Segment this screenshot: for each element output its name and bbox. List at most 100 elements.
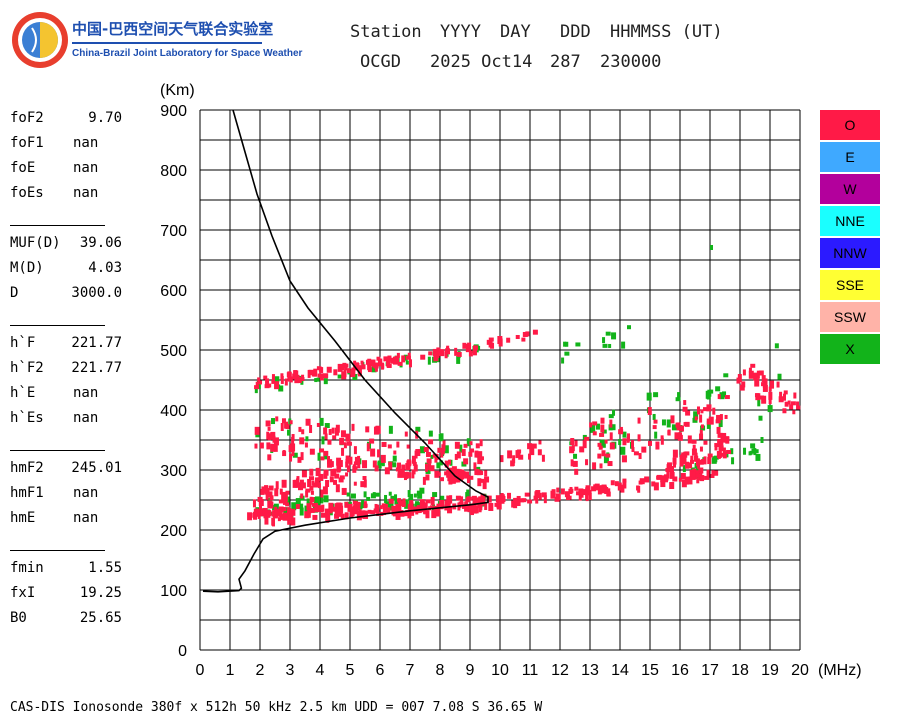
o-mode-point xyxy=(448,459,452,465)
o-mode-point xyxy=(604,486,609,494)
o-mode-point xyxy=(515,450,521,459)
o-mode-point xyxy=(707,457,712,465)
o-mode-point xyxy=(564,491,570,498)
o-mode-point xyxy=(347,503,353,512)
o-mode-point xyxy=(700,475,705,482)
x-mode-point xyxy=(618,439,622,446)
o-mode-point xyxy=(436,347,441,354)
o-mode-point xyxy=(651,481,656,487)
o-mode-point xyxy=(367,367,372,373)
o-mode-point xyxy=(259,442,264,449)
o-mode-point xyxy=(474,505,479,514)
o-mode-point xyxy=(379,505,383,510)
o-mode-point xyxy=(265,420,271,427)
x-mode-point xyxy=(666,419,671,428)
o-mode-point xyxy=(280,375,284,384)
o-mode-point xyxy=(446,345,450,354)
o-mode-point xyxy=(397,472,403,478)
x-mode-point xyxy=(388,491,392,496)
o-mode-point xyxy=(585,487,590,496)
o-mode-point xyxy=(381,441,387,447)
o-mode-point xyxy=(700,409,704,414)
o-mode-point xyxy=(326,456,330,465)
o-mode-point xyxy=(425,463,429,472)
o-mode-point xyxy=(257,496,263,502)
o-mode-point xyxy=(655,441,660,450)
o-mode-point xyxy=(568,488,574,493)
header-label-hhmmss: HHMMSS (UT) xyxy=(610,22,723,42)
x-mode-point xyxy=(317,452,321,461)
o-mode-point xyxy=(461,469,465,477)
o-mode-point xyxy=(758,370,764,376)
o-mode-point xyxy=(298,376,302,383)
o-mode-point xyxy=(265,492,269,500)
o-mode-point xyxy=(703,440,708,445)
o-mode-point xyxy=(578,493,582,501)
o-mode-point xyxy=(345,433,351,442)
o-mode-point xyxy=(477,502,483,508)
x-axis-label: (MHz) xyxy=(818,662,862,679)
o-mode-point xyxy=(471,503,477,512)
param-name: B0 xyxy=(10,610,27,626)
o-mode-point xyxy=(770,380,775,389)
o-mode-point xyxy=(409,500,414,505)
o-mode-point xyxy=(404,471,409,479)
legend-item: SSW xyxy=(820,302,880,332)
o-mode-point xyxy=(715,419,721,424)
o-mode-point xyxy=(454,453,458,460)
o-mode-point xyxy=(480,494,486,501)
o-mode-point xyxy=(274,506,278,511)
o-mode-point xyxy=(320,489,324,498)
o-mode-point xyxy=(272,435,276,443)
o-mode-point xyxy=(423,447,429,453)
o-mode-point xyxy=(267,512,271,518)
header-value-date: 2025 Oct14 xyxy=(430,52,533,72)
o-mode-point xyxy=(768,391,773,400)
o-mode-point xyxy=(288,445,293,453)
x-mode-point xyxy=(361,500,365,509)
o-mode-point xyxy=(695,473,700,478)
x-mode-point xyxy=(608,414,614,419)
o-mode-point xyxy=(707,453,713,458)
o-mode-point xyxy=(258,498,264,506)
o-mode-point xyxy=(411,455,416,464)
o-mode-point xyxy=(660,475,666,483)
o-mode-point xyxy=(341,447,345,456)
o-mode-point xyxy=(718,441,723,450)
x-mode-point xyxy=(466,489,470,497)
o-mode-point xyxy=(461,448,466,456)
x-mode-point xyxy=(443,445,449,454)
o-mode-point xyxy=(344,366,348,371)
legend-item: O xyxy=(820,110,880,140)
o-mode-point xyxy=(264,517,269,525)
o-mode-point xyxy=(291,436,295,445)
o-mode-point xyxy=(692,444,696,450)
o-mode-point xyxy=(337,509,342,517)
param-value: nan xyxy=(73,410,99,426)
o-mode-point xyxy=(298,426,302,432)
x-mode-point xyxy=(602,343,608,348)
x-tick-label: 10 xyxy=(491,662,509,679)
o-mode-point xyxy=(335,484,340,493)
o-mode-point xyxy=(374,465,379,472)
o-mode-point xyxy=(597,442,602,447)
o-mode-point xyxy=(328,428,332,435)
param-value: nan xyxy=(73,485,99,501)
param-divider xyxy=(10,225,105,226)
o-mode-point xyxy=(287,517,291,525)
instrument-footer: CAS-DIS Ionosonde 380f x 512h 50 kHz 2.5… xyxy=(10,700,543,715)
o-mode-point xyxy=(560,488,565,495)
param-name: D xyxy=(10,285,19,301)
o-mode-point xyxy=(354,510,360,515)
param-name: foEs xyxy=(10,185,44,201)
o-mode-point xyxy=(374,365,378,372)
param-value: nan xyxy=(73,185,99,201)
o-mode-point xyxy=(469,475,474,480)
o-mode-point xyxy=(426,458,432,464)
param-value: 245.01 xyxy=(71,460,122,476)
o-mode-point xyxy=(344,501,349,508)
x-tick-label: 9 xyxy=(466,662,475,679)
x-mode-point xyxy=(377,461,383,466)
legend-item: W xyxy=(820,174,880,204)
o-mode-point xyxy=(334,513,340,519)
